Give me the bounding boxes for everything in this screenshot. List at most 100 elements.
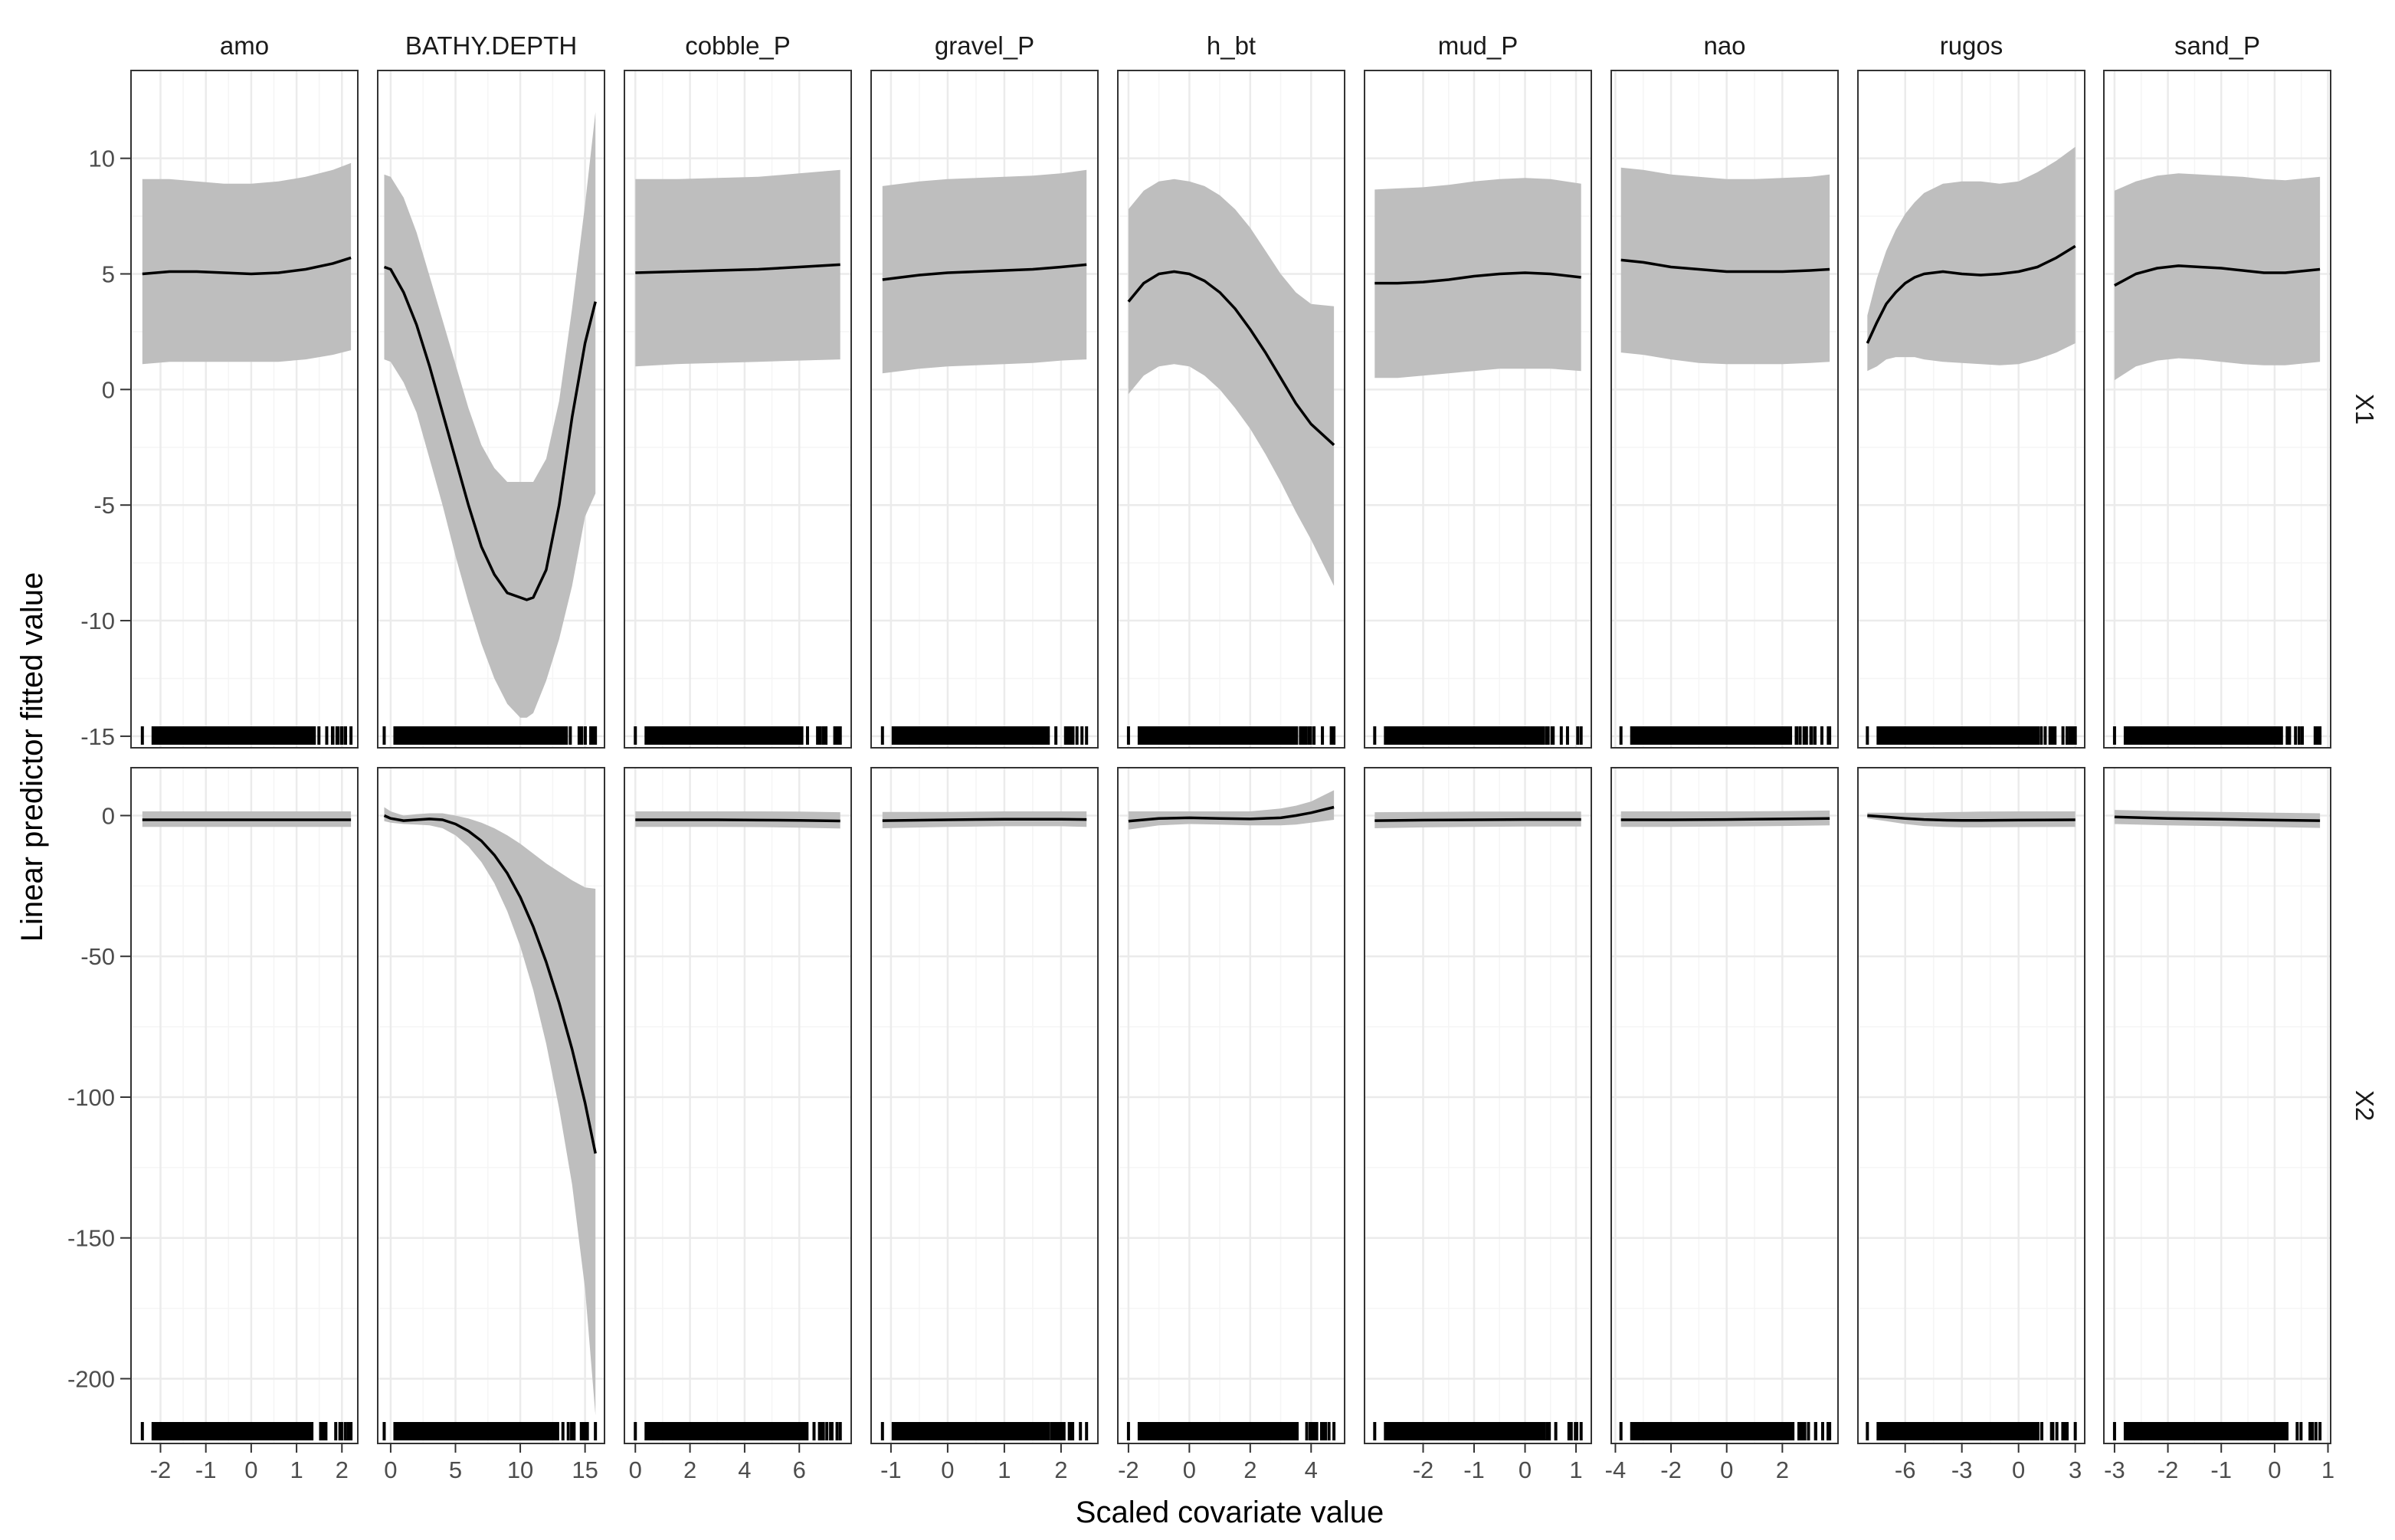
- panel-x1-sand-p: [2103, 70, 2331, 749]
- panel-x1-rugos: [1857, 70, 2085, 749]
- rug-block: [1137, 726, 1297, 745]
- x-tick-label: 1: [1569, 1456, 1582, 1483]
- x-tick-label: 6: [793, 1456, 806, 1483]
- fitted-line: [1866, 244, 2076, 344]
- confidence-ribbon: [2114, 173, 2321, 381]
- panel-frame: [624, 70, 852, 749]
- fitted-line: [882, 263, 1087, 281]
- fitted-line: [383, 814, 597, 1154]
- strip-label-x1: X1: [2351, 394, 2379, 424]
- strip-label-gravel-p: gravel_P: [935, 31, 1034, 60]
- strip-label-sand-p: sand_P: [2174, 31, 2260, 60]
- panel-x2-bathy-depth: 0 5 10 15: [377, 767, 605, 1483]
- panel-x2-sand-p: -3 -2 -1 0 1: [2103, 767, 2334, 1483]
- panel-x2-amo: -2 -1 0 1 2: [130, 767, 359, 1483]
- y-tick-label: 10: [89, 146, 115, 172]
- panel-content: [140, 162, 353, 745]
- panel-x1-cobble-p: [624, 70, 852, 749]
- strip-label-x2: X2: [2351, 1090, 2379, 1121]
- panel-x2-rugos: -6 -3 0 3: [1857, 767, 2085, 1483]
- x-tick-label: -1: [195, 1456, 217, 1483]
- x-tick-label: 0: [1183, 1456, 1196, 1483]
- x-tick-label: 0: [244, 1456, 257, 1483]
- x-axis-title: Scaled covariate value: [1076, 1496, 1384, 1529]
- x-tick-label: -1: [880, 1456, 902, 1483]
- y-tick-label: -150: [67, 1225, 115, 1252]
- panel-frame: [1364, 70, 1592, 749]
- confidence-ribbon: [635, 169, 840, 367]
- panel-content: [1619, 167, 1832, 745]
- x-tick-label: 10: [507, 1456, 533, 1483]
- y-tick-label: 5: [102, 261, 115, 288]
- panel-x2-h-bt: -2 0 2 4: [1117, 767, 1345, 1483]
- x-tick-label: 2: [1776, 1456, 1789, 1483]
- panel-content: [1126, 790, 1336, 1440]
- fitted-line: [635, 263, 840, 274]
- panels-layer: amo BATHY.DEPTH cobble_P gravel_P h_bt mud_P n…: [67, 31, 2379, 1483]
- rug-block: [891, 726, 1050, 745]
- x-tick-label: -3: [2104, 1456, 2125, 1483]
- fitted-line: [1128, 805, 1335, 823]
- rug-block: [1137, 1422, 1297, 1440]
- panel-frame: [130, 767, 359, 1444]
- y-axis-title: Linear predictor fitted value: [15, 572, 49, 942]
- panel-frame: [1610, 70, 1839, 749]
- panel-content: [140, 811, 353, 1440]
- rug-block: [1630, 726, 1793, 745]
- fitted-line: [2114, 815, 2321, 822]
- x-tick-label: -2: [1118, 1456, 1139, 1483]
- rug-block: [644, 726, 804, 745]
- strip-label-h-bt: h_bt: [1207, 31, 1256, 60]
- x-tick-label: -2: [1413, 1456, 1434, 1483]
- x-tick-label: 2: [683, 1456, 696, 1483]
- fitted-line: [2114, 264, 2321, 287]
- rug-block: [1384, 1422, 1545, 1440]
- rug-block: [1876, 1422, 2038, 1440]
- rug-block: [644, 1422, 804, 1440]
- x-tick-label: -1: [1463, 1456, 1485, 1483]
- panel-x2-gravel-p: -1 0 1 2: [870, 767, 1099, 1483]
- x-tick-label: -2: [1660, 1456, 1682, 1483]
- rug-block: [1384, 726, 1545, 745]
- panel-x1-h-bt: [1117, 70, 1345, 749]
- panel-content: [382, 807, 598, 1440]
- panel-x1-bathy-depth: [377, 70, 605, 749]
- panel-frame: [870, 70, 1099, 749]
- panel-content: [634, 169, 842, 745]
- x-tick-label: 4: [738, 1456, 751, 1483]
- panel-content: [880, 811, 1089, 1440]
- x-tick-label: 15: [572, 1456, 598, 1483]
- y-tick-label: -10: [80, 608, 115, 634]
- panel-frame: [130, 70, 359, 749]
- rug-block: [151, 726, 314, 745]
- panel-frame: [870, 767, 1099, 1444]
- x-tick-label: -2: [150, 1456, 172, 1483]
- x-tick-label: 1: [2321, 1456, 2334, 1483]
- y-tick-label: -50: [80, 943, 115, 970]
- panel-x2-nao: -4 -2 0 2: [1605, 767, 1839, 1483]
- y-tick-label: -15: [80, 723, 115, 750]
- rug-block: [393, 726, 558, 745]
- x-tick-label: 0: [2268, 1456, 2281, 1483]
- panel-frame: [1610, 767, 1839, 1444]
- strip-label-amo: amo: [220, 31, 269, 60]
- fitted-line: [142, 256, 352, 276]
- fitted-line: [1620, 817, 1830, 821]
- panel-frame: [624, 767, 852, 1444]
- fitted-line: [1374, 271, 1581, 285]
- fitted-line: [635, 818, 840, 823]
- x-tick-label: -6: [1895, 1456, 1916, 1483]
- strip-label-bathy-depth: BATHY.DEPTH: [405, 31, 577, 60]
- panel-x1-nao: [1610, 70, 1839, 749]
- panel-frame: [2103, 70, 2331, 749]
- x-tick-label: 2: [1054, 1456, 1067, 1483]
- panel-x2-mud-p: -2 -1 0 1: [1364, 767, 1592, 1483]
- x-tick-label: 0: [941, 1456, 954, 1483]
- fitted-line: [1620, 258, 1830, 274]
- y-tick-label: -5: [93, 492, 115, 519]
- y-tick-label: -200: [67, 1365, 115, 1392]
- fitted-line: [1867, 814, 2076, 822]
- panel-content: [1126, 179, 1336, 745]
- y-tick-label: 0: [102, 802, 115, 829]
- strip-label-mud-p: mud_P: [1438, 31, 1519, 60]
